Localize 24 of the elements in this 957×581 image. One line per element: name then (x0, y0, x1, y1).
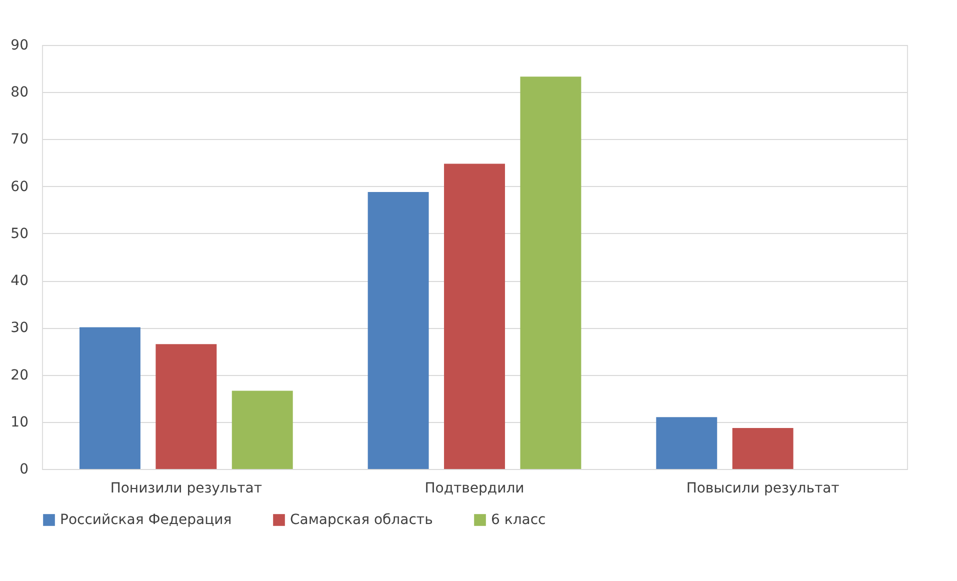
y-tick-label: 50 (10, 226, 28, 242)
y-tick-label: 60 (10, 178, 28, 195)
legend-label: Российская Федерация (60, 512, 232, 528)
x-tick-label: Повысили результат (686, 480, 840, 496)
bar (656, 417, 718, 469)
y-tick-label: 10 (10, 414, 28, 430)
bar (520, 76, 582, 469)
x-tick-label: Подтвердили (424, 480, 524, 496)
legend-label: 6 класс (491, 512, 546, 528)
y-tick-label: 80 (10, 84, 28, 101)
bar (444, 164, 505, 469)
y-tick-label: 20 (10, 367, 28, 384)
y-tick-label: 70 (10, 132, 28, 148)
bar (732, 428, 794, 469)
bar (232, 390, 293, 469)
legend-label: Самарская область (290, 512, 433, 528)
y-tick-label: 90 (10, 38, 28, 54)
y-tick-label: 40 (10, 273, 28, 290)
y-tick-label: 30 (10, 320, 28, 336)
bar (79, 327, 140, 469)
bar (368, 192, 429, 469)
bar (156, 344, 217, 469)
x-tick-label: Понизили результат (110, 480, 262, 496)
y-tick-label: 0 (20, 462, 28, 478)
